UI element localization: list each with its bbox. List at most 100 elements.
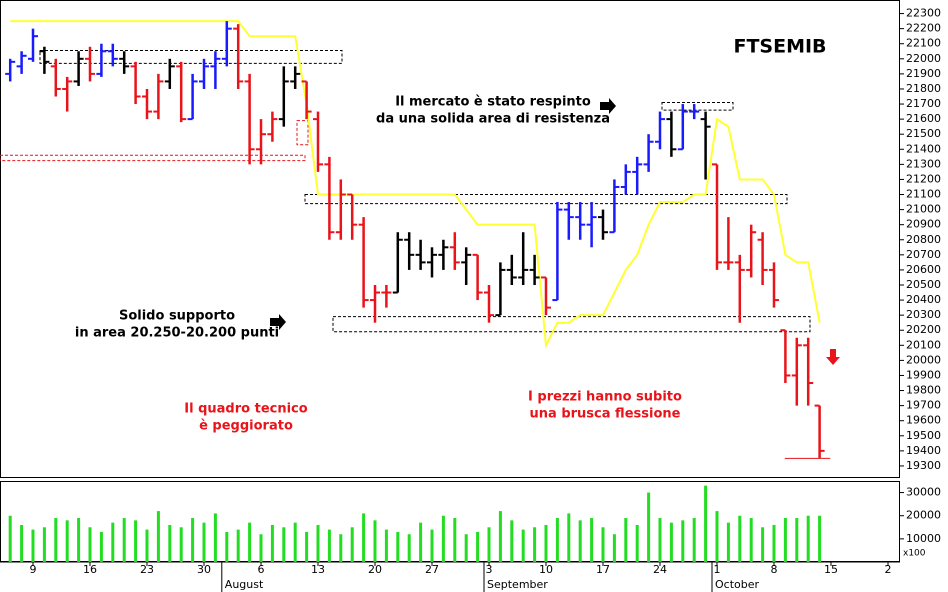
volume-bar [567,513,571,562]
y-tick-label: 20400 [906,293,941,306]
volume-bar [42,527,46,562]
y-tick-label: 19700 [906,399,941,412]
y-tick-label: 19500 [906,429,941,442]
annotation: in area 20.250-20.200 punti [75,326,279,341]
x-tick-label: 16 [83,563,97,576]
volume-bar [555,518,559,562]
x-tick-label: 24 [653,563,667,576]
y-tick-label: 22300 [906,7,941,20]
annotation: Il mercato è stato respinto [395,95,591,110]
volume-bar [806,515,810,562]
volume-bar [65,520,69,562]
annotation: una brusca flessione [530,407,681,422]
x-tick-label: 17 [596,563,610,576]
volume-bar [749,518,753,562]
volume-bar [396,531,400,562]
volume-bar [601,527,605,562]
arrow [826,349,840,365]
annotation: è peggiorato [199,419,293,434]
volume-bar [134,520,138,562]
volume-bar [533,527,537,562]
volume-bar [191,518,195,562]
y-tick-label: 21900 [906,67,941,80]
x-tick-label: 20 [368,563,382,576]
volume-tick-label: 20000 [906,509,941,522]
volume-bar [202,522,206,562]
volume-tick-label: 30000 [906,486,941,499]
volume-bar [578,520,582,562]
x-tick-label: 6 [258,563,265,576]
y-tick-label: 19900 [906,368,941,381]
zone [304,194,788,205]
y-tick-label: 20900 [906,218,941,231]
x-tick-label: 13 [311,563,325,576]
volume-bar [88,527,92,562]
volume-bar [761,527,765,562]
zone [0,154,306,162]
volume-bar [111,522,115,562]
y-tick-label: 20300 [906,308,941,321]
volume-bar [384,529,388,562]
y-tick-label: 21400 [906,142,941,155]
month-label: September [487,578,548,591]
volume-bar [156,511,160,562]
volume-bar [521,529,525,562]
x-tick-label: 15 [824,563,838,576]
zone [39,50,343,64]
zone [661,102,734,111]
y-tick-label: 20700 [906,248,941,261]
volume-bar [635,524,639,562]
annotation: Solido supporto [119,309,235,324]
volume-bar [624,518,628,562]
arrow [270,314,286,330]
volume-bar [419,522,423,562]
volume-bar [647,492,651,562]
volume-bar [407,534,411,562]
volume-bar [236,529,240,562]
volume-bar [54,518,58,562]
volume-bar [305,531,309,562]
volume-bar [704,485,708,562]
volume-bar [681,520,685,562]
volume-bar [441,515,445,562]
x-tick-label: 2 [885,563,892,576]
y-tick-label: 19800 [906,384,941,397]
volume-bar [544,524,548,562]
volume-bar [726,522,730,562]
y-tick-label: 21600 [906,112,941,125]
y-tick-label: 20000 [906,353,941,366]
volume-bar [464,534,468,562]
volume-bar [772,524,776,562]
zone [332,316,811,333]
volume-bar [795,518,799,562]
y-tick-label: 19400 [906,444,941,457]
volume-bar [430,529,434,562]
x-tick-label: 27 [425,563,439,576]
volume-bar [282,527,286,562]
y-tick-label: 21100 [906,188,941,201]
annotation: Il quadro tecnico [184,402,307,417]
volume-bar [715,511,719,562]
volume-tick-label: 10000 [906,532,941,545]
month-label: August [225,578,264,591]
price-panel [0,0,900,478]
volume-unit: x100 [903,549,926,559]
volume-bar [179,527,183,562]
volume-bar [8,515,12,562]
y-tick-label: 20500 [906,278,941,291]
volume-bar [327,529,331,562]
volume-bar [122,518,126,562]
volume-bar [225,531,229,562]
y-tick-label: 21200 [906,172,941,185]
volume-bar [339,534,343,562]
volume-bar [259,534,263,562]
volume-bar [612,534,616,562]
chart-title: FTSEMIB [733,36,826,58]
x-tick-label: 10 [539,563,553,576]
zone [296,120,309,146]
volume-bar [669,522,673,562]
y-tick-label: 20200 [906,323,941,336]
x-tick-label: 9 [30,563,37,576]
y-tick-label: 20600 [906,263,941,276]
volume-bar [783,518,787,562]
